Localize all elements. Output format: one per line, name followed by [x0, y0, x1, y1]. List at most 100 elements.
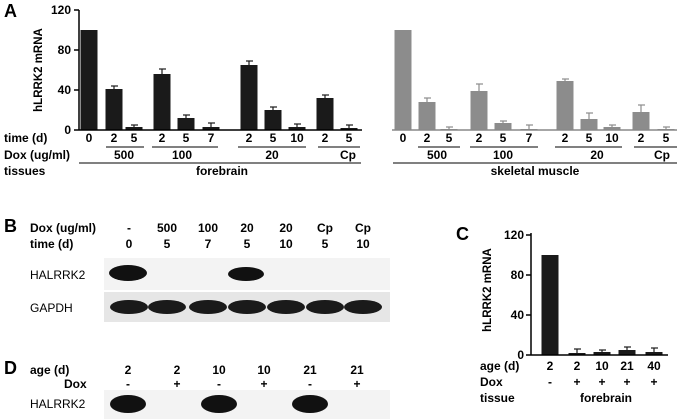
muscle-bar	[580, 119, 598, 130]
panel-d-age-value: 2	[125, 363, 132, 377]
panel-c-age-value: 10	[595, 359, 609, 373]
panel-d-age-value: 21	[303, 363, 317, 377]
panel-a-ytick-label: 120	[51, 3, 71, 17]
panel-d-age-value: 2	[174, 363, 181, 377]
panel-d-dox-value: -	[217, 377, 221, 391]
forebrain-bar	[288, 127, 306, 130]
muscle-dox-group: 100	[493, 148, 513, 162]
panel-b-dox-value: Cp	[355, 221, 371, 235]
panel-b-time-value: 5	[244, 237, 251, 251]
forebrain-bar	[105, 89, 123, 130]
forebrain-time-tick: 5	[346, 131, 353, 145]
muscle-time-tick: 5	[446, 131, 453, 145]
muscle-bar	[418, 102, 436, 130]
panel-b-halrrk2-band-lane1	[109, 265, 147, 281]
panel-b-gapdh-band	[267, 300, 305, 314]
muscle-time-tick: 2	[638, 131, 645, 145]
panel-c-ytick-label: 120	[504, 228, 524, 242]
panel-b-gapdh-label: GAPDH	[30, 301, 73, 315]
panel-c-dox-label: Dox	[480, 375, 503, 389]
panel-d-letter: D	[4, 358, 17, 378]
forebrain-time-tick: 2	[322, 131, 329, 145]
forebrain-dox-group: Cp	[340, 148, 356, 162]
forebrain-bar	[240, 65, 258, 130]
muscle-bar	[394, 30, 412, 130]
panel-c-tissue-value: forebrain	[580, 391, 632, 405]
muscle-time-tick: 5	[500, 131, 507, 145]
panel-d-dox-label: Dox	[64, 377, 87, 391]
panel-d-age-label: age (d)	[30, 363, 69, 377]
forebrain-bar	[316, 98, 334, 130]
panel-c-age-value: 40	[647, 359, 661, 373]
muscle-time-tick: 0	[400, 131, 407, 145]
forebrain-dox-group: 500	[114, 148, 134, 162]
forebrain-bar	[177, 118, 195, 130]
panel-a-bars	[79, 30, 677, 131]
panel-b-time-value: 7	[205, 237, 212, 251]
forebrain-bar	[125, 127, 143, 130]
panel-c-age-value: 2	[547, 359, 554, 373]
panel-c-age-value: 2	[574, 359, 581, 373]
muscle-bar	[470, 91, 488, 130]
panel-d-age-value: 10	[257, 363, 271, 377]
panel-b-time-value: 5	[164, 237, 171, 251]
forebrain-time-tick: 5	[183, 131, 190, 145]
panel-b-gapdh-band	[228, 300, 266, 314]
muscle-time-tick: 10	[605, 131, 619, 145]
panel-b-dox-value: 20	[279, 221, 293, 235]
panel-b-dox-value: Cp	[317, 221, 333, 235]
forebrain-bar	[340, 128, 358, 130]
panel-c-bar	[568, 353, 586, 355]
panel-d-halrrk2-blot	[104, 390, 390, 419]
panel-d-lane-headers: 2 2 10 10 21 21- + - + - +	[125, 363, 364, 391]
panel-c-annotation-rows: 2 2 10 21 40- + + + +forebrain	[547, 359, 661, 405]
panel-b-time-label: time (d)	[30, 237, 73, 251]
panel-b-gapdh-band	[189, 300, 227, 314]
panel-a-ytick-label: 40	[58, 83, 72, 97]
panel-b-dox-label: Dox (ug/ml)	[30, 221, 96, 235]
panel-b-time-value: 0	[126, 237, 133, 251]
panel-d-halrrk2-band	[292, 395, 328, 413]
panel-b-gapdh-band	[344, 300, 382, 314]
panel-d-age-value: 10	[212, 363, 226, 377]
panel-a-time-label: time (d)	[4, 131, 47, 145]
muscle-bar	[603, 127, 621, 130]
muscle-bar	[494, 123, 512, 130]
panel-a-ytick-label: 80	[58, 43, 72, 57]
forebrain-time-tick: 10	[290, 131, 304, 145]
panel-c-bar	[593, 352, 611, 355]
panel-c-bars	[531, 255, 668, 356]
panel-b-gapdh-band	[306, 300, 344, 314]
panel-c-age-label: age (d)	[480, 359, 519, 373]
panel-d-dox-value: +	[173, 377, 180, 391]
forebrain-bar	[202, 127, 220, 130]
panel-b-gapdh-band	[148, 300, 186, 314]
forebrain-time-tick: 7	[208, 131, 215, 145]
panel-b-halrrk2-label: HALRRK2	[30, 268, 86, 282]
panel-b-time-value: 5	[322, 237, 329, 251]
muscle-time-tick: 5	[663, 131, 670, 145]
forebrain-tissue-name: forebrain	[196, 164, 248, 178]
panel-a-yticks: 0 40 80 120	[51, 3, 79, 137]
panel-c-dox-value: +	[598, 375, 605, 389]
panel-d-halrrk2-band	[110, 395, 146, 413]
panel-b-gapdh-band	[110, 300, 148, 314]
forebrain-bar	[80, 30, 98, 130]
panel-d-dox-value: +	[260, 377, 267, 391]
muscle-tissue-name: skeletal muscle	[491, 164, 580, 178]
panel-d-halrrk2-band	[201, 395, 237, 413]
panel-b-time-value: 10	[356, 237, 370, 251]
muscle-time-tick: 7	[526, 131, 533, 145]
panel-c-dox-value: +	[623, 375, 630, 389]
panel-a-ylabel: hLRRK2 mRNA	[33, 28, 45, 112]
forebrain-time-tick: 0	[86, 131, 93, 145]
panel-d-age-value: 21	[350, 363, 364, 377]
muscle-dox-group: 20	[590, 148, 604, 162]
forebrain-bar	[153, 74, 171, 130]
panel-c-bar	[541, 255, 559, 355]
panel-a-dox-label: Dox (ug/ml)	[4, 148, 70, 162]
panel-c-ytick-label: 0	[517, 348, 524, 362]
forebrain-time-tick: 5	[131, 131, 138, 145]
forebrain-time-tick: 2	[246, 131, 253, 145]
